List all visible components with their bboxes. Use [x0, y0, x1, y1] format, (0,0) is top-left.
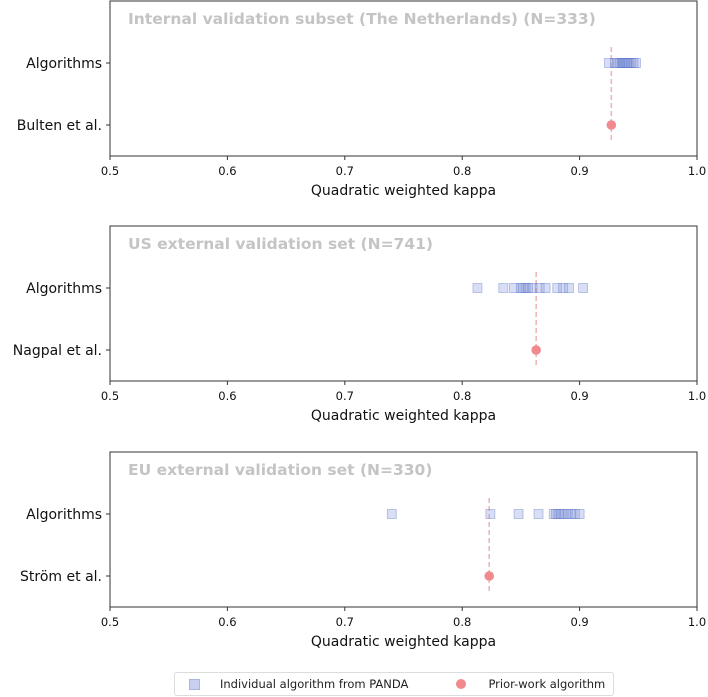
algorithm-marker	[523, 283, 533, 293]
x-tick-label: 0.9	[570, 615, 588, 629]
x-tick-label: 0.5	[101, 164, 119, 178]
algorithm-marker	[553, 509, 564, 519]
algorithm-marker	[513, 509, 524, 519]
algorithm-marker	[472, 283, 483, 293]
algorithm-marker	[631, 58, 641, 68]
y-tick-label: Algorithms	[26, 281, 102, 297]
x-tick-label: 0.8	[453, 389, 471, 403]
algorithm-marker	[508, 283, 519, 293]
algorithm-marker	[566, 509, 577, 519]
algorithm-marker	[618, 58, 628, 68]
algorithm-marker	[527, 283, 538, 293]
x-tick-label: 1.0	[688, 164, 706, 178]
algorithm-marker	[540, 283, 551, 293]
algorithm-marker	[534, 283, 545, 293]
y-tick-label: Algorithms	[26, 507, 102, 523]
panel-title: EU external validation set (N=330)	[128, 461, 432, 479]
algorithm-marker	[516, 283, 526, 293]
y-tick-label: Ström et al.	[20, 569, 102, 585]
x-axis-label: Quadratic weighted kappa	[311, 183, 496, 199]
algorithm-marker	[386, 509, 397, 519]
algorithm-marker	[552, 283, 563, 293]
algorithm-marker	[574, 509, 585, 519]
legend: Individual algorithm from PANDA Prior-wo…	[174, 672, 614, 696]
x-tick-label: 1.0	[688, 615, 706, 629]
x-tick-label: 1.0	[688, 389, 706, 403]
x-tick-label: 0.7	[336, 389, 354, 403]
algorithm-marker	[621, 58, 632, 68]
circle-marker-icon	[456, 679, 467, 689]
algorithm-marker	[626, 58, 637, 68]
plot-frame	[109, 451, 698, 608]
x-tick-label: 0.6	[218, 615, 236, 629]
y-tick-label: Algorithms	[26, 56, 102, 72]
y-tick-label: Nagpal et al.	[13, 343, 102, 359]
algorithm-marker	[604, 58, 614, 68]
prior-work-marker	[606, 120, 617, 130]
x-tick-label: 0.6	[218, 389, 236, 403]
x-tick-label: 0.6	[218, 164, 236, 178]
x-tick-label: 0.5	[101, 615, 119, 629]
algorithm-marker	[559, 509, 570, 519]
x-tick-label: 0.5	[101, 389, 119, 403]
panel-title: Internal validation subset (The Netherla…	[128, 10, 596, 28]
square-marker-icon	[189, 678, 200, 690]
algorithm-marker	[518, 283, 529, 293]
prior-work-marker	[484, 571, 495, 581]
algorithm-marker	[570, 509, 580, 519]
algorithm-marker	[558, 283, 569, 293]
algorithm-marker	[616, 58, 627, 68]
x-axis-label: Quadratic weighted kappa	[311, 634, 496, 650]
algorithm-marker	[498, 283, 509, 293]
algorithm-marker	[485, 509, 496, 519]
algorithm-marker	[628, 58, 639, 68]
x-tick-label: 0.9	[570, 389, 588, 403]
algorithm-marker	[520, 283, 531, 293]
prior-work-marker	[531, 345, 541, 355]
x-axis-label: Quadratic weighted kappa	[311, 408, 496, 424]
algorithm-marker	[578, 283, 589, 293]
algorithm-marker	[562, 509, 573, 519]
algorithm-marker	[548, 509, 559, 519]
algorithm-marker	[624, 58, 634, 68]
panel-title: US external validation set (N=741)	[128, 235, 433, 253]
x-tick-label: 0.7	[336, 164, 354, 178]
algorithm-marker	[533, 509, 544, 519]
x-tick-label: 0.8	[453, 615, 471, 629]
algorithm-marker	[619, 58, 630, 68]
algorithm-marker	[551, 509, 562, 519]
algorithm-marker	[622, 58, 633, 68]
legend-label-prior-work: Prior-work algorithm	[488, 677, 606, 691]
plot-frame	[109, 225, 698, 382]
x-tick-label: 0.7	[336, 615, 354, 629]
legend-label-panda: Individual algorithm from PANDA	[220, 677, 409, 691]
algorithm-marker	[612, 58, 623, 68]
algorithm-marker	[555, 509, 566, 519]
y-tick-label: Bulten et al.	[17, 118, 102, 134]
algorithm-marker	[564, 283, 574, 293]
x-tick-label: 0.9	[570, 164, 588, 178]
algorithm-marker	[614, 58, 625, 68]
plot-frame	[109, 0, 698, 157]
algorithm-marker	[609, 58, 620, 68]
x-tick-label: 0.8	[453, 164, 471, 178]
algorithm-marker	[620, 58, 631, 68]
